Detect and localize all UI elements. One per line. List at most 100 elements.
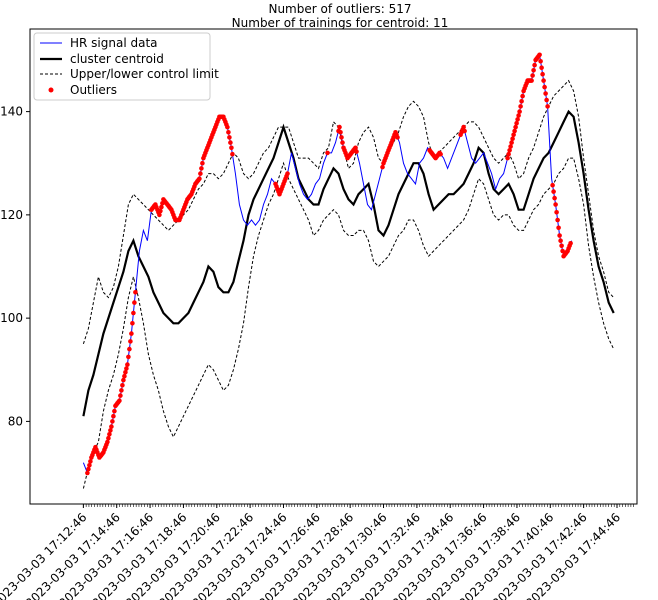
legend: HR signal data cluster centroid Upper/lo… bbox=[33, 32, 219, 101]
outlier-point bbox=[511, 132, 516, 138]
outlier-point bbox=[226, 130, 231, 135]
outlier-point bbox=[121, 377, 126, 383]
outlier-point bbox=[338, 130, 343, 135]
outlier-point bbox=[558, 238, 563, 243]
outlier-point bbox=[507, 148, 512, 153]
outlier-point bbox=[128, 339, 133, 344]
outlier-point bbox=[118, 393, 123, 398]
outlier-point bbox=[513, 124, 518, 130]
outlier-point bbox=[127, 346, 132, 352]
cluster-centroid-line bbox=[82, 109, 615, 417]
outlier-point bbox=[110, 419, 115, 424]
outlier-point bbox=[225, 124, 230, 130]
outlier-point bbox=[106, 435, 111, 441]
outlier-point bbox=[510, 136, 515, 141]
outlier-point bbox=[111, 413, 116, 419]
outlier-point bbox=[87, 463, 92, 468]
outlier-point bbox=[517, 109, 522, 114]
hr-signal-line bbox=[82, 53, 573, 475]
outlier-point bbox=[129, 331, 134, 336]
outlier-point bbox=[200, 160, 205, 166]
outlier-point bbox=[515, 117, 520, 122]
outlier-point bbox=[508, 144, 513, 149]
upper-control-limit-line bbox=[82, 79, 615, 345]
outlier-point bbox=[544, 97, 549, 103]
outlier-point bbox=[555, 217, 560, 223]
outlier-point bbox=[117, 398, 122, 404]
outlier-point bbox=[506, 151, 511, 157]
outlier-point bbox=[109, 424, 114, 429]
outlier-point bbox=[438, 151, 443, 157]
outlier-point bbox=[540, 71, 545, 77]
y-tick-label: 80 bbox=[8, 414, 23, 428]
outlier-point bbox=[532, 62, 537, 68]
outlier-point bbox=[130, 321, 135, 326]
lower-control-limit-line bbox=[82, 157, 615, 489]
outlier-point bbox=[123, 370, 128, 375]
outlier-point bbox=[112, 408, 117, 414]
outlier-point bbox=[538, 59, 543, 64]
outlier-point bbox=[559, 243, 564, 249]
outlier-point bbox=[518, 104, 523, 109]
outlier-point bbox=[227, 135, 232, 140]
chart-title-line-1: Number of outliers: 517 bbox=[268, 2, 411, 16]
outlier-point bbox=[353, 145, 358, 151]
outlier-point bbox=[512, 128, 517, 134]
outlier-point bbox=[337, 124, 342, 130]
outlier-point bbox=[516, 113, 521, 118]
outlier-point bbox=[541, 78, 546, 83]
y-tick-label: 140 bbox=[0, 105, 23, 119]
outlier-point bbox=[552, 195, 557, 201]
outlier-point bbox=[519, 99, 524, 104]
outlier-point bbox=[159, 204, 164, 210]
outlier-point bbox=[520, 93, 525, 99]
outlier-point bbox=[380, 164, 385, 170]
y-axis: 80 100 120 140 bbox=[0, 105, 30, 428]
outlier-point bbox=[126, 354, 131, 360]
outlier-point bbox=[462, 128, 467, 134]
outlier-point bbox=[230, 151, 235, 157]
legend-hr-label: HR signal data bbox=[70, 36, 158, 50]
outlier-point bbox=[120, 383, 125, 388]
outlier-point bbox=[86, 466, 91, 472]
plot-area bbox=[82, 52, 615, 489]
outlier-point bbox=[539, 65, 544, 70]
outlier-point bbox=[88, 459, 93, 464]
outlier-point bbox=[158, 208, 163, 214]
y-tick-label: 100 bbox=[0, 311, 23, 325]
outlier-point bbox=[354, 149, 359, 154]
legend-limits-label: Upper/lower control limit bbox=[70, 67, 219, 81]
outlier-point bbox=[229, 145, 234, 151]
outlier-point bbox=[530, 73, 535, 78]
outlier-point bbox=[340, 140, 345, 145]
outlier-point bbox=[131, 310, 136, 316]
outlier-point bbox=[199, 166, 204, 171]
legend-outliers-swatch bbox=[48, 87, 54, 93]
outlier-point bbox=[105, 439, 110, 445]
outlier-point bbox=[119, 388, 124, 393]
outlier-point bbox=[107, 432, 112, 437]
y-tick-label: 120 bbox=[0, 208, 23, 222]
outlier-point bbox=[85, 470, 90, 476]
outlier-point bbox=[529, 78, 534, 83]
outlier-point bbox=[543, 91, 548, 96]
outlier-point bbox=[554, 210, 559, 215]
outlier-point bbox=[461, 124, 466, 130]
outlier-point bbox=[133, 290, 138, 295]
outlier-point bbox=[557, 233, 562, 238]
outlier-point bbox=[568, 241, 573, 246]
outlier-point bbox=[542, 84, 547, 90]
chart-title-line-2: Number of trainings for centroid: 11 bbox=[232, 16, 449, 30]
outlier-point bbox=[531, 68, 536, 73]
outlier-point bbox=[125, 362, 130, 367]
outlier-point bbox=[537, 52, 542, 58]
outlier-point bbox=[108, 428, 113, 433]
legend-outliers-label: Outliers bbox=[70, 83, 117, 97]
outlier-point bbox=[228, 140, 233, 145]
outlier-point bbox=[122, 373, 127, 379]
outlier-point bbox=[545, 104, 550, 109]
outlier-point bbox=[553, 202, 558, 207]
legend-centroid-label: cluster centroid bbox=[70, 52, 164, 66]
outlier-point bbox=[285, 171, 290, 176]
outlier-point bbox=[556, 225, 561, 231]
